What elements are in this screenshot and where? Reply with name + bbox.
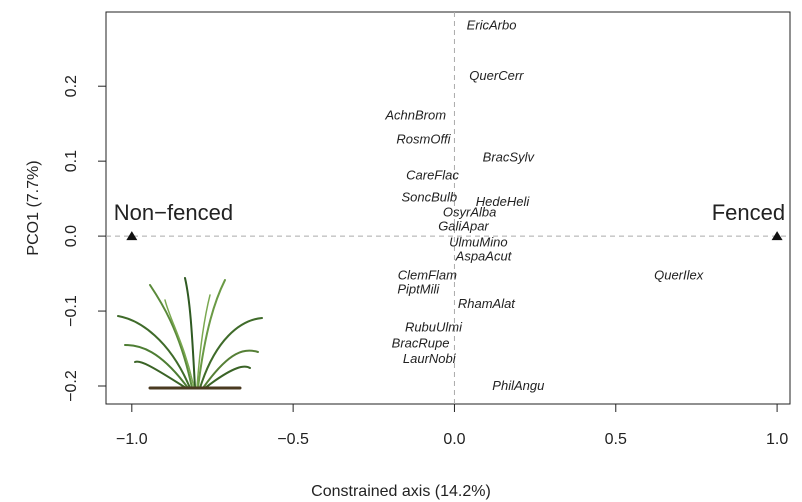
species-label: BracRupe bbox=[392, 335, 450, 350]
species-label: ClemFlam bbox=[398, 267, 457, 282]
species-label: OsyrAlba bbox=[443, 204, 496, 219]
group-label: Fenced bbox=[712, 200, 785, 225]
species-label: EricArbo bbox=[467, 18, 517, 33]
species-label: QuerIlex bbox=[654, 267, 704, 282]
species-label: QuerCerr bbox=[469, 68, 524, 83]
grass-icon bbox=[117, 277, 263, 390]
species-label: PiptMili bbox=[397, 282, 440, 297]
y-tick-label: 0.2 bbox=[63, 75, 80, 97]
species-label: RhamAlat bbox=[458, 296, 516, 311]
species-label: SoncBulb bbox=[401, 189, 457, 204]
species-label: PhilAngu bbox=[492, 378, 544, 393]
species-label: RubuUlmi bbox=[405, 320, 463, 335]
x-tick-label: 0.0 bbox=[443, 431, 465, 448]
species-label: AspaAcut bbox=[455, 249, 513, 264]
plot-frame bbox=[105, 11, 791, 405]
species-label: UlmuMino bbox=[449, 234, 508, 249]
x-tick-label: 1.0 bbox=[766, 431, 788, 448]
species-label: AchnBrom bbox=[384, 108, 446, 123]
y-tick-label: 0.0 bbox=[63, 225, 80, 247]
x-tick-label: 0.5 bbox=[605, 431, 627, 448]
group-marker bbox=[771, 231, 783, 241]
y-tick-label: 0.1 bbox=[63, 150, 80, 172]
x-axis-title: Constrained axis (14.2%) bbox=[311, 483, 491, 500]
species-label: HedeHeli bbox=[476, 194, 531, 209]
y-tick-label: −0.1 bbox=[63, 295, 80, 327]
species-label: BracSylv bbox=[483, 150, 536, 165]
x-tick-label: −0.5 bbox=[277, 431, 309, 448]
group-marker bbox=[126, 231, 138, 241]
x-tick-label: −1.0 bbox=[116, 431, 148, 448]
species-label: GaliApar bbox=[438, 219, 489, 234]
y-tick-label: −0.2 bbox=[63, 370, 80, 402]
species-label: RosmOffi bbox=[396, 132, 451, 147]
species-label: CareFlac bbox=[406, 168, 459, 183]
species-label: LaurNobi bbox=[403, 351, 457, 366]
y-axis-title: PCO1 (7.7%) bbox=[25, 160, 42, 255]
group-label: Non−fenced bbox=[114, 200, 233, 225]
